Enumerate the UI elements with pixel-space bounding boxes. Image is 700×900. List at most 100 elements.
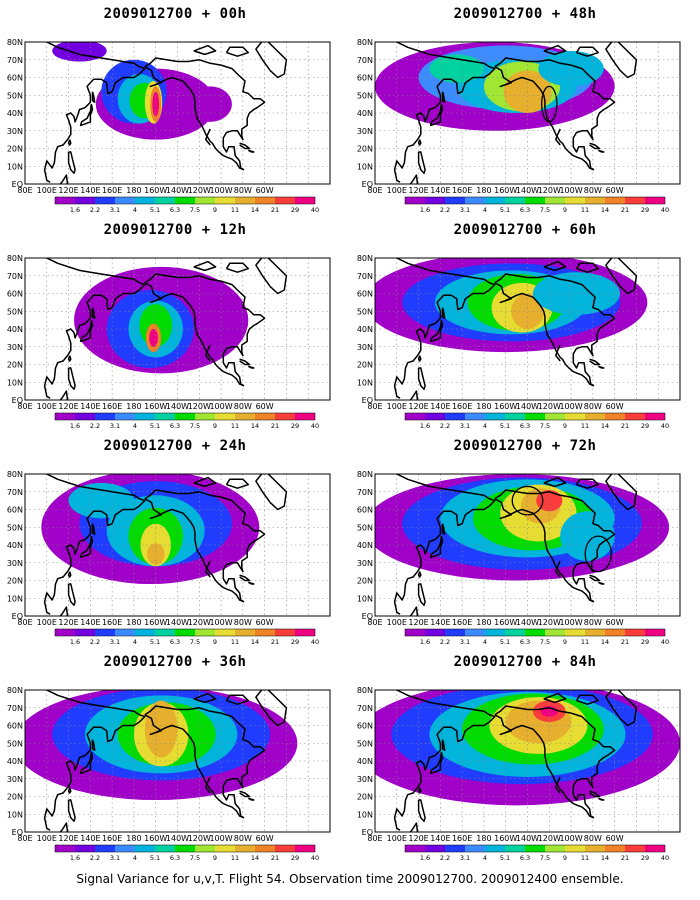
lat-tick-label: 70N xyxy=(7,56,23,65)
colorbar-label: 21 xyxy=(621,854,629,862)
colorbar-swatch xyxy=(135,197,155,204)
coastline xyxy=(555,560,561,578)
colorbar-label: 7.5 xyxy=(540,854,550,862)
contour-fill xyxy=(188,86,232,122)
colorbar-label: 9 xyxy=(563,422,567,430)
lat-tick-label: 20N xyxy=(357,145,373,154)
map-frame xyxy=(24,473,331,617)
contour-fill xyxy=(511,293,544,329)
forecast-panel: 2009012700 + 12h 80N 70N 60N 50N 40N 30N 20N 10N… xyxy=(0,216,350,441)
colorbar-label: 6.3 xyxy=(170,638,180,646)
lat-tick-label: EQ xyxy=(12,180,23,189)
colorbar-label: 3.1 xyxy=(460,206,470,214)
coastline xyxy=(589,790,601,798)
lat-tick-label: 20N xyxy=(7,361,23,370)
colorbar-label: 2.2 xyxy=(440,638,450,646)
lat-tick-label: 60N xyxy=(357,722,373,731)
coastline xyxy=(597,149,605,153)
lon-tick-label: 120E xyxy=(58,186,78,195)
lon-tick-label: 60W xyxy=(256,402,274,411)
colorbar-label: 9 xyxy=(213,422,217,430)
lat-tick-label: 10N xyxy=(357,378,373,387)
coastline xyxy=(494,714,595,819)
lon-tick-label: 140W xyxy=(166,618,189,627)
colorbar-swatch xyxy=(605,629,625,636)
coastline xyxy=(59,606,69,616)
colorbar-swatch xyxy=(215,845,235,852)
lat-tick-label: 80N xyxy=(7,38,23,47)
colorbar-swatch xyxy=(75,197,95,204)
colorbar-swatch xyxy=(645,629,665,636)
colorbar-swatch xyxy=(175,413,195,420)
contour-fill xyxy=(532,272,621,315)
coastline xyxy=(144,489,266,603)
coastlines xyxy=(43,690,288,832)
colorbar-label: 9 xyxy=(563,206,567,214)
coastline xyxy=(417,787,422,794)
colorbar-label: 1.6 xyxy=(70,854,80,862)
colorbar-label: 29 xyxy=(291,422,299,430)
coastline xyxy=(91,91,96,104)
colorbar-frame xyxy=(54,844,316,853)
colorbar-label: 4 xyxy=(483,422,487,430)
colorbar-swatch xyxy=(175,629,195,636)
colorbar-swatch xyxy=(465,413,485,420)
colorbar-swatch xyxy=(445,629,465,636)
colorbar-swatch xyxy=(405,197,425,204)
colorbar-swatch xyxy=(155,845,175,852)
coastline xyxy=(417,139,422,146)
colorbar-label: 11 xyxy=(231,638,239,646)
colorbar-label: 6.3 xyxy=(520,638,530,646)
coastline xyxy=(605,474,638,511)
coastline xyxy=(605,42,638,79)
colorbar-swatch xyxy=(485,845,505,852)
coastline xyxy=(417,355,422,362)
lon-tick-label: 60W xyxy=(606,186,624,195)
colorbar-label: 4 xyxy=(133,206,137,214)
colorbar-label: 5.1 xyxy=(150,422,160,430)
colorbar-label: 14 xyxy=(251,638,259,646)
coastline xyxy=(589,574,601,582)
lon-tick-label: 100W xyxy=(209,402,232,411)
coastline xyxy=(429,319,444,343)
lat-tick-label: 60N xyxy=(7,506,23,515)
colorbar-label: 11 xyxy=(581,422,589,430)
coastline xyxy=(67,355,72,362)
coastlines xyxy=(393,474,638,616)
shaded-field xyxy=(41,474,260,585)
colorbar-swatch xyxy=(405,413,425,420)
colorbar-swatch xyxy=(625,845,645,852)
lon-tick-label: 140W xyxy=(516,618,539,627)
coastline xyxy=(144,282,245,387)
lon-tick-label: 140E xyxy=(430,402,450,411)
coastlines xyxy=(43,258,288,400)
colorbar-swatch xyxy=(485,197,505,204)
coastline xyxy=(589,358,601,366)
lon-tick-label: 120W xyxy=(538,186,561,195)
colorbar-label: 3.1 xyxy=(110,854,120,862)
coastline xyxy=(429,535,444,559)
lat-tick-label: 20N xyxy=(357,793,373,802)
colorbar-frame xyxy=(404,412,666,421)
lon-tick-label: 100W xyxy=(559,618,582,627)
map-frame xyxy=(24,257,331,401)
coastline xyxy=(555,776,561,794)
lon-tick-label: 160W xyxy=(494,834,517,843)
lon-tick-label: 80E xyxy=(367,834,382,843)
lat-tick-label: 30N xyxy=(357,559,373,568)
coastline xyxy=(393,474,496,615)
contour-fill xyxy=(52,42,107,62)
panel-title: 2009012700 + 00h xyxy=(103,6,247,22)
coastlines xyxy=(393,690,638,832)
colorbar-label: 40 xyxy=(311,206,319,214)
lon-tick-label: 120E xyxy=(408,834,428,843)
lat-tick-label: 40N xyxy=(7,757,23,766)
coastline xyxy=(67,571,72,578)
colorbar-label: 40 xyxy=(311,422,319,430)
colorbar-label: 6.3 xyxy=(170,422,180,430)
lat-tick-label: 70N xyxy=(7,704,23,713)
lon-tick-label: 60W xyxy=(606,402,624,411)
lat-tick-label: 10N xyxy=(357,810,373,819)
